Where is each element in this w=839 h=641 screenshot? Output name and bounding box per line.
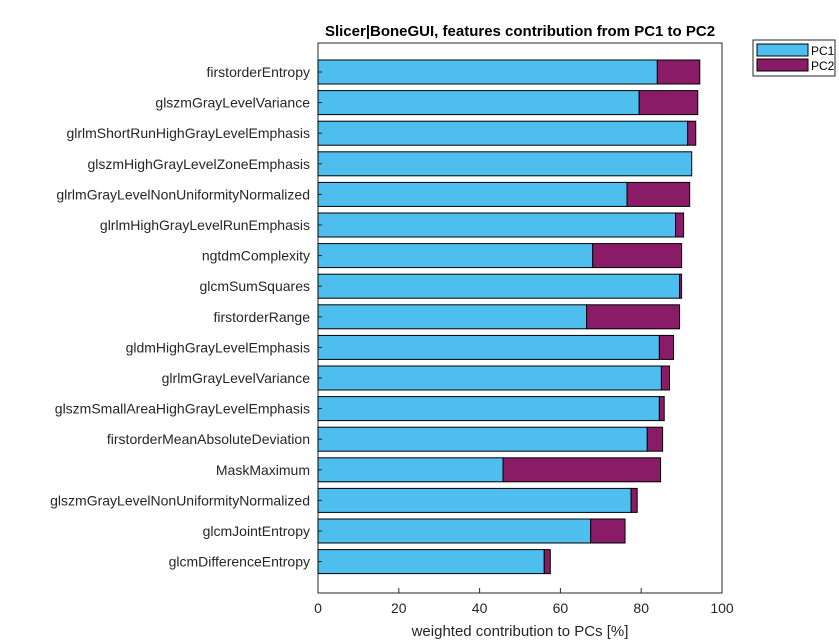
y-tick-label-glrlm-gray-level-variance: glrlmGrayLevelVariance [162, 370, 311, 386]
bar-pc2-glszm-small-area-high-gray-level-emphasis [658, 396, 665, 422]
bar-pc1-glcm-difference-entropy [317, 549, 545, 575]
bar-pc2-firstorder-range [586, 304, 681, 330]
legend-label-pc2: PC2 [811, 59, 835, 73]
x-tick-label-80: 80 [633, 600, 649, 616]
x-axis-label: weighted contribution to PCs [%] [411, 623, 629, 640]
y-tick-label-mask-maximum: MaskMaximum [216, 462, 310, 478]
y-tick-label-glszm-high-gray-level-zone-emphasis: glszmHighGrayLevelZoneEmphasis [87, 156, 310, 172]
bar-pc2-mask-maximum [502, 457, 662, 483]
bar-pc1-glszm-gray-level-non-uniformity-normalized [317, 487, 632, 513]
bar-pc1-firstorder-mean-absolute-deviation [317, 426, 648, 452]
y-tick-label-firstorder-range: firstorderRange [214, 309, 311, 325]
bar-pc1-glrlm-gray-level-non-uniformity-normalized [317, 181, 628, 207]
bar-pc1-glrlm-gray-level-variance [317, 365, 662, 391]
y-tick-label-glszm-gray-level-non-uniformity-normalized: glszmGrayLevelNonUniformityNormalized [50, 492, 310, 508]
x-tick-labels: 0 20 40 60 80 100 [314, 588, 734, 616]
bar-pc1-glcm-sum-squares [317, 273, 681, 299]
y-tick-label-firstorder-entropy: firstorderEntropy [207, 64, 310, 80]
y-tick-label-glrlm-high-gray-level-run-emphasis: glrlmHighGrayLevelRunEmphasis [100, 217, 310, 233]
bar-pc2-glrlm-high-gray-level-run-emphasis [675, 212, 685, 238]
bar-pc1-gldm-high-gray-level-emphasis [317, 334, 660, 360]
bar-pc1-glrlm-high-gray-level-run-emphasis [317, 212, 677, 238]
chart-title: Slicer|BoneGUI, features contribution fr… [325, 23, 715, 40]
y-tick-label-glcm-difference-entropy: glcmDifferenceEntropy [169, 554, 310, 570]
bar-pc1-ngtdm-complexity [317, 243, 594, 269]
bar-pc2-firstorder-entropy [656, 59, 701, 85]
legend-label-pc1: PC1 [811, 44, 835, 58]
y-tick-label-glrlm-gray-level-non-uniformity-normalized: glrlmGrayLevelNonUniformityNormalized [56, 186, 310, 202]
x-tick-label-100: 100 [710, 600, 734, 616]
bar-pc1-glszm-small-area-high-gray-level-emphasis [317, 396, 660, 422]
y-tick-label-glszm-gray-level-variance: glszmGrayLevelVariance [155, 95, 310, 111]
x-tick-label-40: 40 [472, 600, 488, 616]
bars-layer [317, 59, 701, 575]
bar-pc1-glszm-high-gray-level-zone-emphasis [317, 151, 693, 177]
legend-swatch-pc2 [756, 58, 809, 72]
bar-pc2-glcm-difference-entropy [543, 549, 551, 575]
bar-pc2-glrlm-short-run-high-gray-level-emphasis [687, 120, 697, 146]
y-tick-labels: firstorderEntropy glszmGrayLevelVariance g… [50, 64, 310, 570]
bar-pc2-glszm-gray-level-variance [638, 90, 699, 116]
y-tick-label-firstorder-mean-absolute-deviation: firstorderMeanAbsoluteDeviation [107, 431, 310, 447]
bar-pc2-glcm-sum-squares [679, 273, 683, 299]
x-tick-label-60: 60 [553, 600, 569, 616]
y-tick-label-glrlm-short-run-high-gray-level-emphasis: glrlmShortRunHighGrayLevelEmphasis [66, 125, 310, 141]
y-tick-label-gldm-high-gray-level-emphasis: gldmHighGrayLevelEmphasis [126, 339, 310, 355]
legend-swatch-pc1 [756, 43, 809, 57]
x-tick-label-0: 0 [314, 600, 322, 616]
bar-pc1-firstorder-entropy [317, 59, 658, 85]
y-tick-label-glcm-joint-entropy: glcmJointEntropy [203, 523, 310, 539]
bar-pc2-glrlm-gray-level-variance [660, 365, 670, 391]
bar-pc2-firstorder-mean-absolute-deviation [646, 426, 664, 452]
bar-pc1-glszm-gray-level-variance [317, 90, 640, 116]
bar-pc2-glcm-joint-entropy [590, 518, 626, 544]
bar-pc1-firstorder-range [317, 304, 588, 330]
y-tick-label-ngtdm-complexity: ngtdmComplexity [202, 248, 310, 264]
bar-pc2-glrlm-gray-level-non-uniformity-normalized [626, 181, 691, 207]
bar-pc1-mask-maximum [317, 457, 504, 483]
bar-pc2-gldm-high-gray-level-emphasis [658, 334, 675, 360]
bar-pc1-glrlm-short-run-high-gray-level-emphasis [317, 120, 689, 146]
y-tick-label-glszm-small-area-high-gray-level-emphasis: glszmSmallAreaHighGrayLevelEmphasis [55, 401, 310, 417]
bar-pc2-glszm-gray-level-non-uniformity-normalized [630, 487, 638, 513]
x-tick-label-20: 20 [391, 600, 407, 616]
bar-pc2-ngtdm-complexity [592, 243, 683, 269]
y-tick-label-glcm-sum-squares: glcmSumSquares [200, 278, 311, 294]
bar-pc1-glcm-joint-entropy [317, 518, 592, 544]
